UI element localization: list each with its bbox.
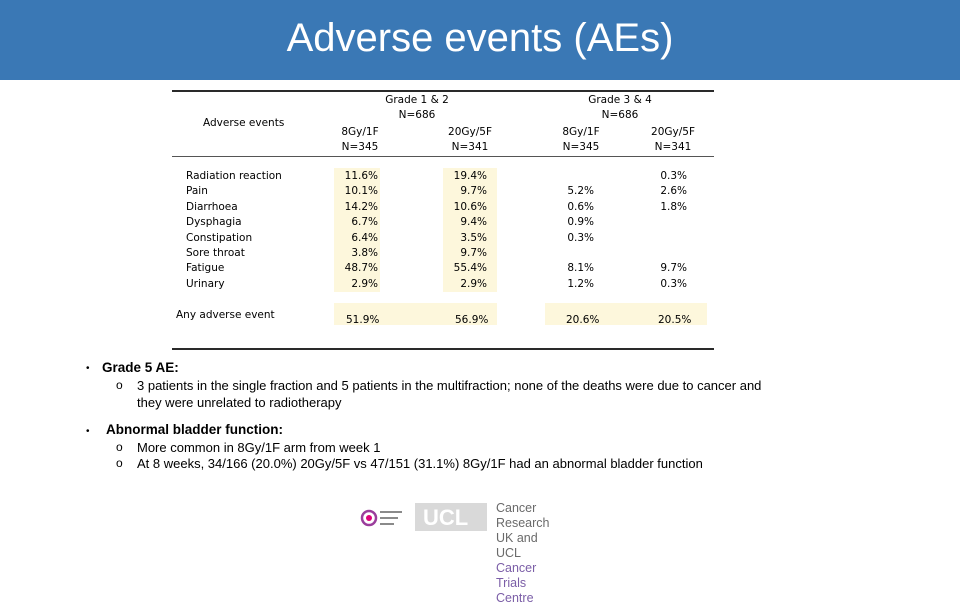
cell: 2.9% xyxy=(351,277,378,290)
highlight-any-g34 xyxy=(545,303,707,325)
slide-title: Adverse events (AEs) xyxy=(286,16,674,60)
cell: 0.3% xyxy=(567,231,594,244)
row-label: Constipation xyxy=(186,231,253,244)
cell: 0.3% xyxy=(660,277,687,290)
trials-centre-line2: UCL Cancer Trials Centre xyxy=(496,546,549,606)
sub-text: 3 patients in the single fraction and 5 … xyxy=(137,378,762,393)
cell: 6.7% xyxy=(351,216,378,229)
sub-text: More common in 8Gy/1F arm from week 1 xyxy=(137,440,381,455)
any-ae-g12-20gy: 56.9% xyxy=(455,314,489,326)
cell: 6.4% xyxy=(351,231,378,244)
cell: 9.7% xyxy=(460,185,487,198)
arm-n-3: N=345 xyxy=(562,141,600,153)
trials-centre-name: Cancer Trials Centre xyxy=(496,561,537,605)
cell: 0.3% xyxy=(660,170,687,182)
cell: 2.6% xyxy=(660,185,687,198)
slide-header: Adverse events (AEs) xyxy=(0,0,960,80)
cell: 1.2% xyxy=(567,277,594,290)
trials-centre-logo: Cancer Research UK and UCL Cancer Trials… xyxy=(496,501,550,606)
cell: 9.7% xyxy=(660,262,687,275)
cancer-research-logo-icon xyxy=(360,509,402,527)
sub-marker: o xyxy=(116,456,123,470)
cell: 3.8% xyxy=(351,246,378,259)
cell: 48.7% xyxy=(344,262,378,275)
bullet-heading-bladder: Abnormal bladder function: xyxy=(106,422,283,437)
cell: 1.8% xyxy=(660,200,687,213)
row-label: Pain xyxy=(186,185,208,198)
bullet-heading-grade5: Grade 5 AE: xyxy=(102,360,179,375)
cell: 0.9% xyxy=(567,216,594,229)
cell: 9.4% xyxy=(460,216,487,229)
any-ae-label: Any adverse event xyxy=(176,309,275,321)
arm-name-1: 8Gy/1F xyxy=(341,126,379,138)
sub-text: At 8 weeks, 34/166 (20.0%) 20Gy/5F vs 47… xyxy=(137,456,703,471)
arm-name-2: 20Gy/5F xyxy=(448,126,492,138)
cell: 55.4% xyxy=(453,262,487,275)
arm-n-2: N=341 xyxy=(451,141,489,153)
cell: 3.5% xyxy=(460,231,487,244)
table-top-rule xyxy=(172,90,714,92)
any-ae-g34-20gy: 20.5% xyxy=(658,314,692,326)
sub-text-continued: they were unrelated to radiotherapy xyxy=(137,395,342,410)
table-bottom-rule xyxy=(172,348,714,350)
cell: 10.1% xyxy=(344,185,378,198)
row-header-label: Adverse events xyxy=(203,117,285,129)
ucl-logo-text: UCL xyxy=(423,505,469,530)
cell: 19.4% xyxy=(453,170,487,182)
bullet-marker: • xyxy=(86,363,90,374)
col-g12-8gy: 11.6% 10.1% 14.2% 6.7% 6.4% 3.8% 48.7% 2… xyxy=(330,169,378,292)
arm-n-1: N=345 xyxy=(341,141,379,153)
sub-marker: o xyxy=(116,440,123,454)
arm-n-4: N=341 xyxy=(654,141,692,153)
col-g34-8gy: 5.2% 0.6% 0.9% 0.3% 8.1% 1.2% xyxy=(550,169,594,292)
col-g34-20gy: 0.3% 2.6% 1.8% 9.7% 0.3% xyxy=(640,169,687,292)
trials-centre-line1: Cancer Research UK and xyxy=(496,501,550,545)
group-n-g12: N=686 xyxy=(398,109,436,121)
cell: 9.7% xyxy=(460,246,487,259)
group-title-g12: Grade 1 & 2 xyxy=(385,94,449,106)
arm-name-4: 20Gy/5F xyxy=(651,126,695,138)
trials-centre-ucl: UCL xyxy=(496,546,521,560)
cell: 11.6% xyxy=(344,170,378,182)
row-label: Sore throat xyxy=(186,246,245,259)
row-label: Fatigue xyxy=(186,262,225,275)
group-n-g34: N=686 xyxy=(601,109,639,121)
cell: 8.1% xyxy=(567,262,594,275)
table-header-rule xyxy=(172,156,714,157)
row-label: Radiation reaction xyxy=(186,170,282,182)
row-labels: Radiation reaction Pain Diarrhoea Dyspha… xyxy=(186,169,282,292)
cell: 0.6% xyxy=(567,200,594,213)
highlight-any-g12 xyxy=(334,303,497,325)
bullet-list: • Grade 5 AE: o 3 patients in the single… xyxy=(86,360,762,471)
bullet-marker: • xyxy=(86,426,90,437)
row-label: Dysphagia xyxy=(186,216,242,229)
col-g12-20gy: 19.4% 9.7% 10.6% 9.4% 3.5% 9.7% 55.4% 2.… xyxy=(440,169,487,292)
sub-marker: o xyxy=(116,378,123,392)
any-ae-g34-8gy: 20.6% xyxy=(566,314,600,326)
cell: 10.6% xyxy=(453,200,487,213)
ucl-logo: UCL xyxy=(415,503,487,531)
group-title-g34: Grade 3 & 4 xyxy=(588,94,652,106)
highlight-g12-20gy xyxy=(443,168,497,292)
cell: 5.2% xyxy=(567,185,594,198)
any-ae-g12-8gy: 51.9% xyxy=(346,314,380,326)
cell: 2.9% xyxy=(460,277,487,290)
adverse-events-table: Adverse events Grade 1 & 2 N=686 Grade 3… xyxy=(172,90,714,350)
row-label: Urinary xyxy=(186,277,225,290)
highlight-g12-8gy xyxy=(334,168,380,292)
arm-name-3: 8Gy/1F xyxy=(562,126,600,138)
cell: 14.2% xyxy=(344,200,378,213)
row-label: Diarrhoea xyxy=(186,200,238,213)
